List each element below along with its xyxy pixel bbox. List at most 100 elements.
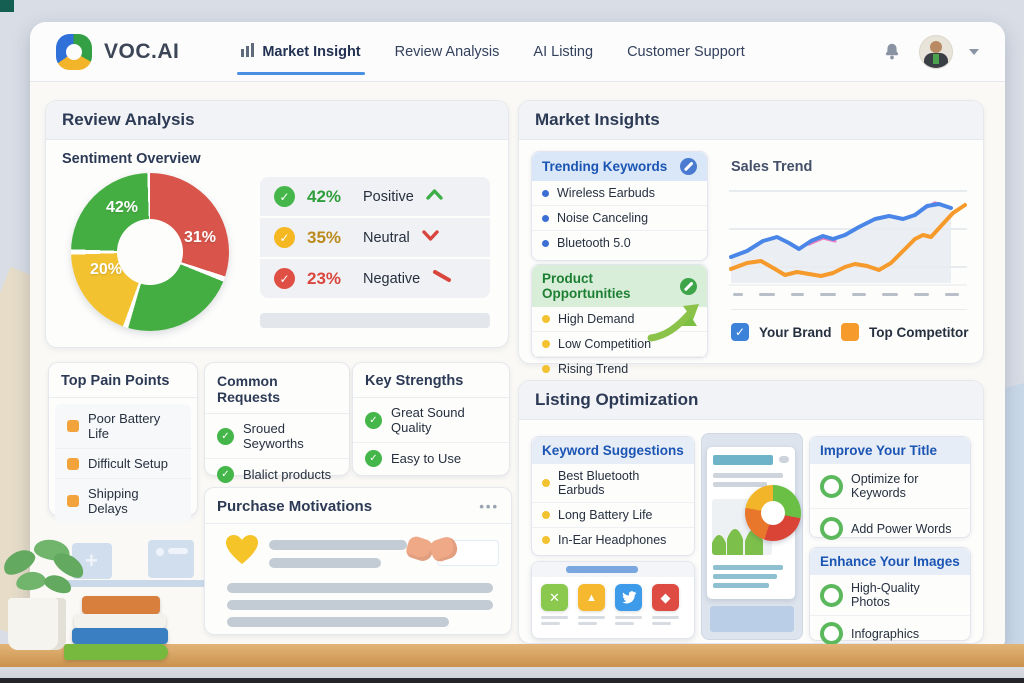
nav-ai-listing[interactable]: AI Listing [533,36,593,68]
check-icon [365,450,382,467]
bullet-icon [542,214,549,222]
market-insights-panel: Market Insights Trending Keywords Wirele… [518,100,984,382]
desk-surface [0,644,1024,667]
trending-keywords-title: Trending Keywords [542,159,668,174]
placeholder-line [713,565,783,570]
trend-decline-icon [432,269,452,288]
strength-item[interactable]: Easy to Use [353,443,509,474]
key-strengths-title: Key Strengths [365,373,464,389]
nav-label: AI Listing [533,43,594,60]
pain-point-item[interactable]: Difficult Setup [55,449,191,479]
pain-points-title: Top Pain Points [61,373,170,389]
check-icon [217,427,234,445]
placeholder-bar [269,558,381,568]
notification-bell-icon[interactable] [881,41,903,63]
enhance-images-heading: Enhance Your Images [820,554,960,569]
trending-keywords-card: Trending Keywords Wireless Earbuds Noise… [531,151,708,261]
market-insights-title: Market Insights [519,101,983,140]
listing-optimization-panel: Listing Optimization Keyword Suggestions… [518,380,984,645]
title-tip-item[interactable]: Optimize for Keywords [810,464,970,509]
strength-item[interactable]: Great Sound Quality [353,398,509,443]
user-avatar[interactable] [919,34,953,69]
opportunity-item[interactable]: Low Competition [532,332,707,357]
floor [0,667,1024,678]
suggestion-item[interactable]: Long Battery Life [532,503,694,528]
image-tip-item[interactable]: Infographics [810,616,970,651]
keyword-suggestions-title: Keyword Suggestions [542,443,684,458]
edit-badge-icon[interactable] [680,158,697,175]
placeholder-lines [532,611,694,633]
sales-trend-chart[interactable] [727,179,971,316]
placeholder-bar [227,617,449,627]
request-item[interactable]: Sroued Seyworths [205,414,349,459]
title-tip-item[interactable]: Add Power Words [810,509,970,548]
bullet-icon [542,365,550,373]
orange-bullet-icon [67,420,79,432]
donut-label-neutral: 20% [90,261,123,278]
brand-legend-item[interactable]: Your Brand [731,323,832,341]
negative-check-icon [274,268,295,289]
keyword-item[interactable]: Noise Canceling [532,206,707,231]
ellipsis-menu-icon[interactable] [479,499,499,514]
opportunity-item[interactable]: Rising Trend [532,357,707,382]
rising-trend-arrow-icon [647,300,703,349]
suggestion-item[interactable]: Best Bluetooth Earbuds [532,464,694,503]
twitter-app-icon[interactable] [615,584,642,611]
product-opportunities-title: Product Opportunities [542,271,631,301]
common-requests-title: Common Requests [217,373,281,405]
request-item[interactable]: Blalict products [205,459,349,490]
keyword-item[interactable]: Wireless Earbuds [532,181,707,206]
legend-row-positive[interactable]: 42% Positive [260,177,490,218]
negative-label: Negative [363,270,421,287]
x-axis-tick-labels [733,293,959,296]
top-navbar: VOC.AI Market Insight Review Analysis AI… [30,22,1005,82]
bullet-icon [542,479,550,487]
green-ring-icon [820,622,843,645]
legend-row-neutral[interactable]: 35% Neutral [260,218,490,259]
enhance-images-card: Enhance Your Images High-Quality Photos … [809,547,971,645]
listing-optimization-title: Listing Optimization [519,381,983,420]
bullet-icon [542,239,549,247]
bullet-icon [542,340,550,348]
sentiment-donut-chart[interactable]: 42% 31% 20% [71,173,229,331]
corner-accent [0,0,14,12]
scissors-app-icon[interactable] [541,584,568,611]
donut-label-negative: 31% [184,229,217,246]
pain-point-item[interactable]: Poor Battery Life [55,404,191,449]
check-icon [217,466,234,483]
nav-customer-support[interactable]: Customer Support [627,36,745,68]
legend-row-negative[interactable]: 23% Negative [260,259,490,298]
check-icon [365,411,382,429]
nav-market-insight[interactable]: Market Insight [237,35,365,75]
sentiment-overview-label: Sentiment Overview [62,151,201,167]
placeholder-line [713,473,783,478]
chevron-down-icon[interactable] [969,48,979,55]
nav-review-analysis[interactable]: Review Analysis [395,36,500,68]
placeholder-bar [566,566,638,573]
positive-pct: 42% [307,186,342,206]
placeholder-bar [713,455,773,465]
triangle-app-icon[interactable] [578,584,605,611]
neutral-pct: 35% [307,227,342,247]
positive-label: Positive [363,188,414,205]
suggestion-item[interactable]: In-Ear Headphones [532,528,694,552]
product-opportunities-card: Product Opportunities High Demand Low Co… [531,264,708,382]
listing-preview-mockup [701,433,803,640]
checkbox-checked-icon[interactable] [731,323,749,341]
green-ring-icon [820,474,843,498]
placeholder-bar [260,313,490,328]
top-pain-points-card: Top Pain Points Poor Battery Life Diffic… [48,362,198,523]
check-badge-icon[interactable] [680,277,697,295]
improve-title-heading: Improve Your Title [820,443,938,458]
image-tip-item[interactable]: High-Quality Photos [810,575,970,616]
placeholder-line [713,583,769,588]
bar-chart-icon [241,42,255,61]
gem-app-icon[interactable] [652,584,679,611]
heart-icon [225,534,259,571]
competitor-legend-item[interactable]: Top Competitor [841,323,968,341]
keyword-item[interactable]: Bluetooth 5.0 [532,231,707,255]
avatar-shirt [933,53,939,64]
pain-point-item[interactable]: Shipping Delays [55,479,191,523]
avatar-head [930,40,942,53]
